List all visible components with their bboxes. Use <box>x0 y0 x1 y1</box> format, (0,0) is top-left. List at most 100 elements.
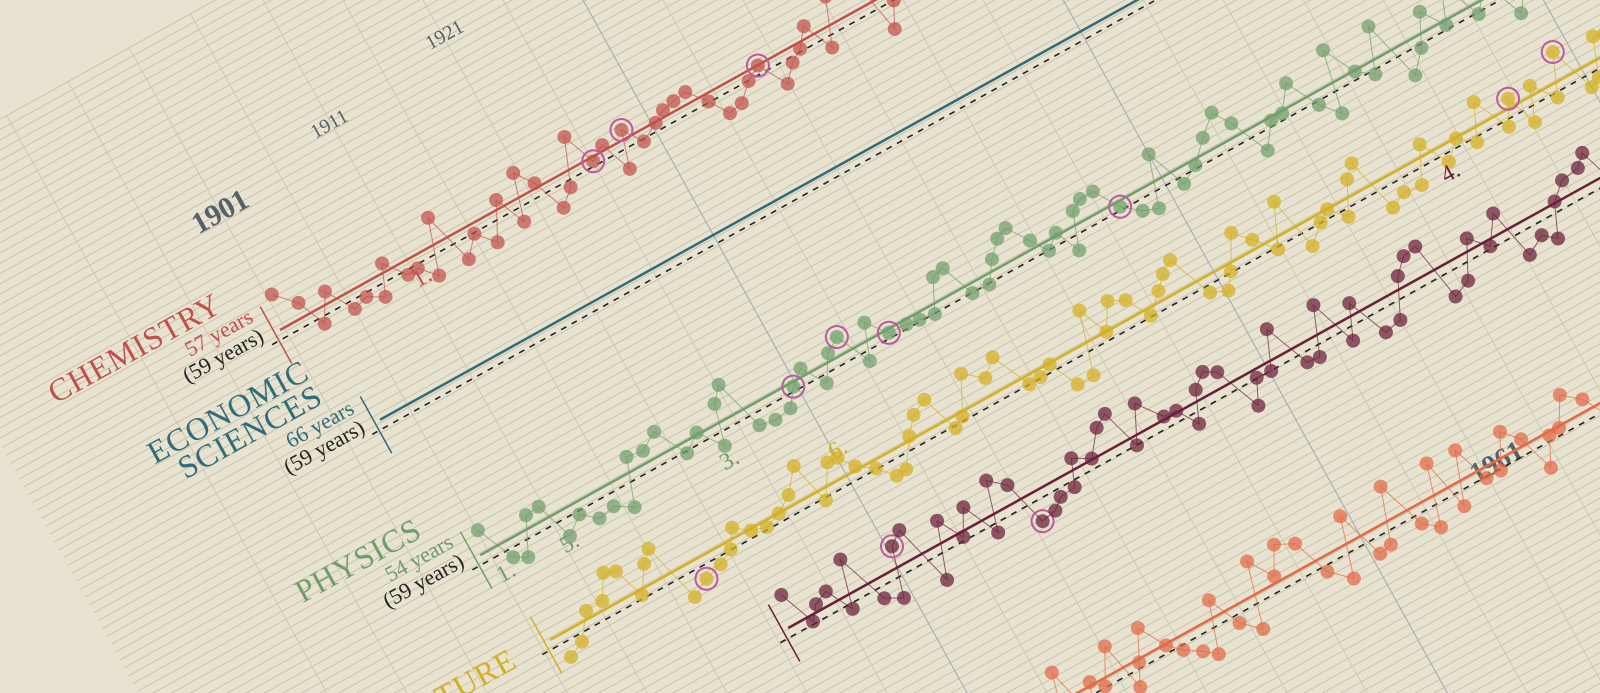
laureate-dot <box>781 488 796 503</box>
laureate-dot <box>1501 91 1516 106</box>
laureate-dot <box>1448 443 1463 458</box>
laureate-dot <box>1342 296 1357 311</box>
laureate-dot <box>965 286 980 301</box>
laureate-dot <box>1279 76 1294 91</box>
laureate-dot <box>586 154 601 169</box>
grid-line <box>14 0 1600 472</box>
laureate-dot <box>1033 370 1048 385</box>
grid-line <box>420 0 1600 693</box>
grid-line <box>19 0 1600 480</box>
laureate-dot <box>606 499 621 514</box>
laureate-dot <box>637 556 652 571</box>
grid-line <box>67 0 1600 566</box>
highlight-ring <box>1108 194 1133 219</box>
laureate-dot <box>1196 644 1211 659</box>
grid-line <box>385 0 1600 693</box>
laureate-dot <box>1315 43 1330 58</box>
laureate-dot <box>1335 106 1350 121</box>
laureate-dot <box>506 550 521 565</box>
laureate-dot <box>622 161 637 176</box>
grid-line <box>128 47 770 693</box>
grid-line <box>0 0 1600 299</box>
laureate-dot <box>829 330 844 345</box>
grid-line <box>0 0 1600 401</box>
laureate-dot <box>1042 243 1057 258</box>
laureate-dot <box>563 649 578 664</box>
grid-line <box>0 0 1600 370</box>
laureate-dot <box>608 564 623 579</box>
laureate-dot <box>906 407 921 422</box>
laureate-dot <box>886 0 901 8</box>
laureate-dot <box>760 520 775 535</box>
laureate-dot <box>1551 420 1566 435</box>
laureate-dot <box>1127 396 1142 411</box>
laureate-dot <box>1260 143 1275 158</box>
grid-line <box>228 0 1600 693</box>
laureate-dot <box>1457 499 1472 514</box>
laureate-dot <box>636 443 651 458</box>
grid-line <box>193 0 1600 693</box>
laureate-dot <box>717 438 732 453</box>
laureate-dot <box>978 371 993 386</box>
laureate-dot <box>1522 78 1537 93</box>
laureate-dot <box>1085 184 1100 199</box>
grid-line <box>0 0 1600 417</box>
laureate-dot <box>1256 622 1271 637</box>
laureate-dot <box>1053 489 1068 504</box>
laureate-dot <box>912 312 927 327</box>
grid-line <box>425 0 1600 693</box>
grid-line <box>1 0 1600 448</box>
grid-line <box>1169 0 1600 626</box>
laureate-dot <box>1591 70 1600 85</box>
laureate-dot <box>1143 308 1158 323</box>
grid-line <box>496 0 1138 693</box>
laureate-dot <box>1441 154 1456 169</box>
grid-line <box>32 0 1600 503</box>
laureate-dot <box>1259 322 1274 337</box>
laureate-dot <box>1264 113 1279 128</box>
laureate-dot <box>848 459 863 474</box>
laureate-dot <box>892 523 907 538</box>
laureate-dot <box>819 376 834 391</box>
laureate-dot <box>678 84 693 99</box>
grid-line <box>67 81 709 693</box>
laureate-dot <box>291 295 306 310</box>
laureate-dot <box>1223 264 1238 279</box>
grid-line <box>154 0 1600 693</box>
grid-line <box>202 0 1600 693</box>
grid-line <box>0 0 1600 354</box>
laureate-dot <box>614 122 629 137</box>
grid-line <box>190 13 831 693</box>
grid-line <box>89 0 1600 606</box>
grid-line <box>333 0 1600 693</box>
laureate-dot <box>1221 283 1236 298</box>
grid-line <box>618 0 1260 693</box>
laureate-dot <box>1048 225 1063 240</box>
grid-line <box>0 0 1600 441</box>
grid-line <box>54 0 1600 543</box>
grid-line <box>329 0 1600 693</box>
laureate-dot <box>774 587 789 602</box>
grid-line <box>0 0 1600 330</box>
laureate-dot <box>1585 29 1600 44</box>
laureate-dot <box>877 591 892 606</box>
laureate-dot <box>1195 130 1210 145</box>
grid-line <box>434 0 1076 693</box>
laureate-dot <box>1133 680 1148 693</box>
laureate-dot <box>833 552 848 567</box>
laureate-dot <box>925 270 940 285</box>
grid-line <box>412 0 1600 693</box>
laureate-dot <box>1086 368 1101 383</box>
grid-line <box>460 13 1600 693</box>
laureate-dot <box>930 513 945 528</box>
laureate-dot <box>1408 239 1423 254</box>
grid-line <box>220 0 1600 693</box>
grid-line <box>41 0 1600 519</box>
laureate-dot <box>744 523 759 538</box>
grid-line <box>132 0 1600 685</box>
laureate-dot <box>1132 655 1147 670</box>
laureate-dot <box>1570 161 1585 176</box>
laureate-dot <box>1528 115 1543 130</box>
grid-line <box>429 0 1600 693</box>
